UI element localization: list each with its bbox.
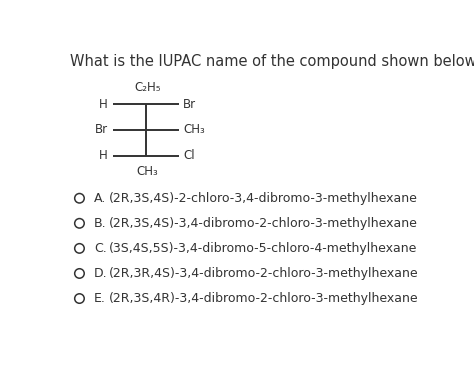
Text: H: H: [100, 149, 108, 162]
Text: B.: B.: [94, 217, 107, 230]
Text: A.: A.: [94, 192, 106, 205]
Text: D.: D.: [94, 267, 108, 280]
Text: CH₃: CH₃: [137, 165, 158, 178]
Text: (2R,3S,4S)-3,4-dibromo-2-chloro-3-methylhexane: (2R,3S,4S)-3,4-dibromo-2-chloro-3-methyl…: [109, 217, 418, 230]
Text: C.: C.: [94, 242, 107, 255]
Text: Cl: Cl: [183, 149, 195, 162]
Text: C₂H₅: C₂H₅: [134, 81, 161, 94]
Text: (2R,3S,4R)-3,4-dibromo-2-chloro-3-methylhexane: (2R,3S,4R)-3,4-dibromo-2-chloro-3-methyl…: [109, 292, 419, 305]
Text: Br: Br: [183, 98, 196, 111]
Text: (2R,3S,4S)-2-chloro-3,4-dibromo-3-methylhexane: (2R,3S,4S)-2-chloro-3,4-dibromo-3-methyl…: [109, 192, 418, 205]
Text: E.: E.: [94, 292, 106, 305]
Text: What is the IUPAC name of the compound shown below?: What is the IUPAC name of the compound s…: [70, 54, 474, 69]
Text: H: H: [100, 98, 108, 111]
Text: CH₃: CH₃: [183, 123, 205, 137]
Text: (2R,3R,4S)-3,4-dibromo-2-chloro-3-methylhexane: (2R,3R,4S)-3,4-dibromo-2-chloro-3-methyl…: [109, 267, 419, 280]
Text: Br: Br: [95, 123, 108, 137]
Text: (3S,4S,5S)-3,4-dibromo-5-chloro-4-methylhexane: (3S,4S,5S)-3,4-dibromo-5-chloro-4-methyl…: [109, 242, 417, 255]
